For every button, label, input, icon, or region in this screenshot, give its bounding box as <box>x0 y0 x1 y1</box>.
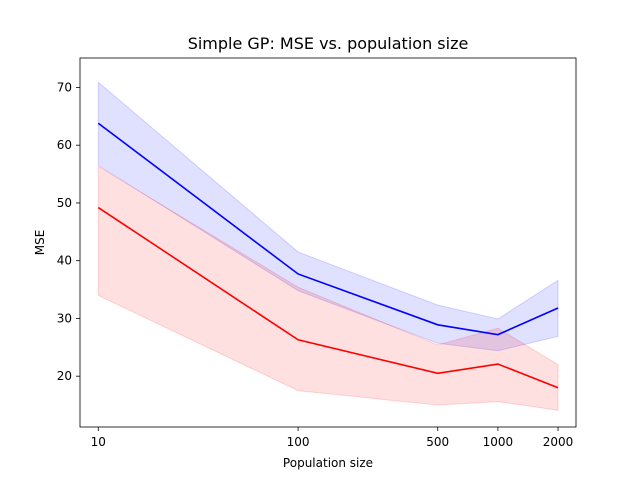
y-tick-label: 20 <box>57 369 72 383</box>
chart-title: Simple GP: MSE vs. population size <box>188 34 469 53</box>
y-axis-label: MSE <box>33 230 47 256</box>
y-tick-label: 30 <box>57 311 72 325</box>
series-1-line <box>97 122 559 336</box>
x-axis-ticks: 10 100 500 1000 2000 <box>91 427 574 449</box>
confidence-bands <box>97 81 559 411</box>
x-tick-label: 100 <box>287 435 310 449</box>
y-tick-label: 40 <box>57 254 72 268</box>
series-2-band <box>97 165 559 411</box>
y-tick-label: 50 <box>57 196 72 210</box>
series-lines <box>97 122 559 389</box>
series-1-band <box>97 81 559 352</box>
x-tick-label: 500 <box>426 435 449 449</box>
x-tick-label: 2000 <box>543 435 574 449</box>
y-tick-label: 60 <box>57 138 72 152</box>
x-tick-label: 1000 <box>483 435 514 449</box>
y-axis-ticks: 20 30 40 50 60 70 <box>57 80 80 383</box>
plot-frame <box>79 57 577 428</box>
x-tick-label: 10 <box>91 435 106 449</box>
y-tick-label: 70 <box>57 80 72 94</box>
x-axis-label: Population size <box>283 456 373 470</box>
series-2-line <box>97 206 559 389</box>
